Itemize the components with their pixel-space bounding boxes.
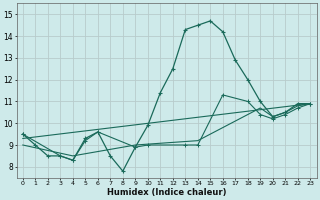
X-axis label: Humidex (Indice chaleur): Humidex (Indice chaleur) bbox=[107, 188, 226, 197]
